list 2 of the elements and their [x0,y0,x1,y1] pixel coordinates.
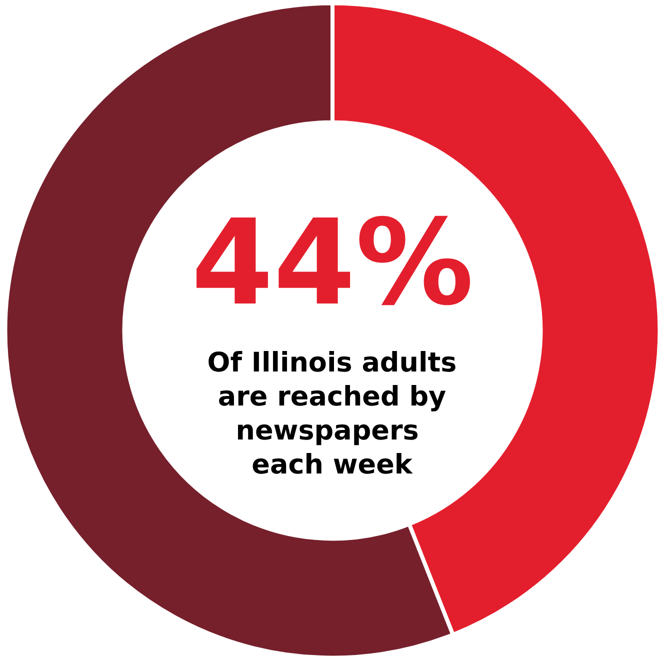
text: Of Illinois adults are reached by newspapers each week [207,348,457,480]
data-label: 44% [191,194,474,332]
